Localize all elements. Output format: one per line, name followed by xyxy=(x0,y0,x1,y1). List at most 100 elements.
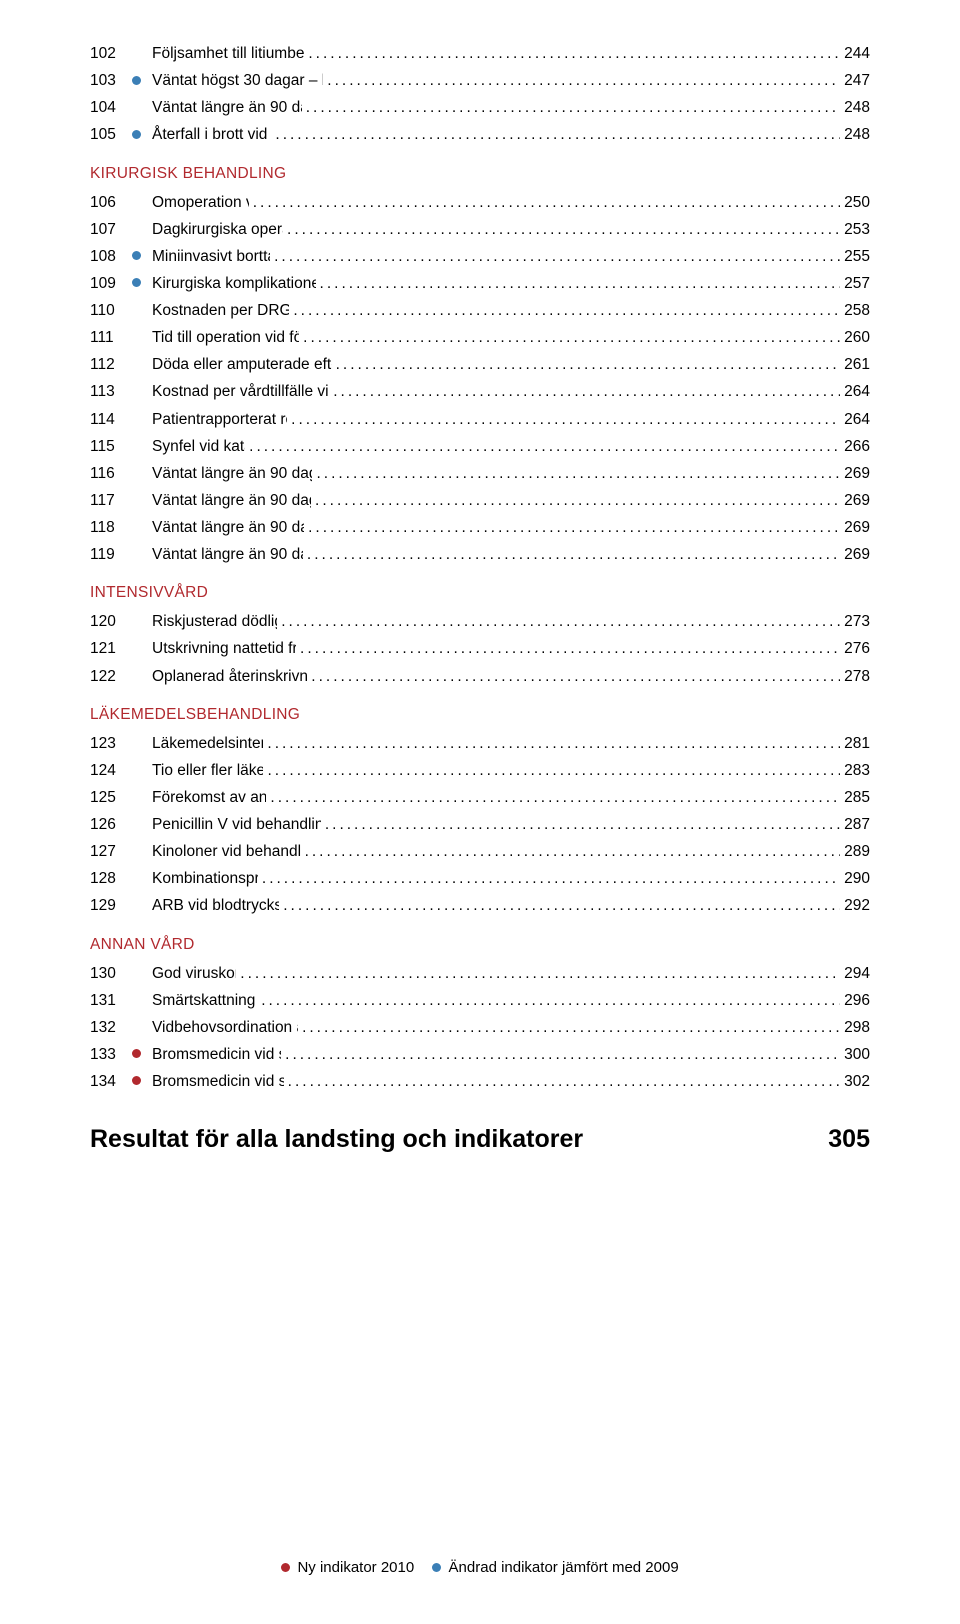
section-header: LÄKEMEDELSBEHANDLING xyxy=(90,706,870,724)
toc-row: 125Förekomst av antibiotikabehandling285 xyxy=(90,784,870,811)
toc-number: 108 xyxy=(90,243,132,270)
toc-bullet xyxy=(132,67,152,94)
toc-leader-dots xyxy=(281,1041,840,1068)
toc-page: 261 xyxy=(840,351,870,378)
toc-leader-dots xyxy=(312,460,840,487)
toc-number: 103 xyxy=(90,67,132,94)
toc-bullet xyxy=(132,270,152,297)
toc-title: Döda eller amputerade efter operation av… xyxy=(152,351,332,378)
table-of-contents: 102 Följsamhet till litiumbehandling vid … xyxy=(90,40,870,1095)
toc-number: 124 xyxy=(90,757,132,784)
toc-row: 114Patientrapporterat resultat av septum… xyxy=(90,406,870,433)
toc-row: 127Kinoloner vid behandling med urinvägs… xyxy=(90,838,870,865)
toc-number: 120 xyxy=(90,608,132,635)
toc-page: 289 xyxy=(840,838,870,865)
toc-page: 283 xyxy=(840,757,870,784)
toc-page: 248 xyxy=(840,121,870,148)
toc-page: 292 xyxy=(840,892,870,919)
toc-page: 273 xyxy=(840,608,870,635)
toc-title: Väntat längre än 90 dagar – operation av… xyxy=(152,541,303,568)
toc-leader-dots xyxy=(258,865,840,892)
toc-page: 248 xyxy=(840,94,870,121)
toc-page: 269 xyxy=(840,514,870,541)
toc-title: Kinoloner vid behandling med urinvägsant… xyxy=(152,838,301,865)
toc-number: 126 xyxy=(90,811,132,838)
toc-title: God viruskontroll vid HIV xyxy=(152,960,236,987)
toc-number: 106 xyxy=(90,189,132,216)
toc-title: Kirurgiska komplikationer efter borttaga… xyxy=(152,270,316,297)
toc-number: 123 xyxy=(90,730,132,757)
toc-page: 264 xyxy=(840,378,870,405)
toc-number: 113 xyxy=(90,378,132,405)
toc-title: Bromsmedicin vid sekundärprogressiv MS xyxy=(152,1068,284,1095)
toc-number: 131 xyxy=(90,987,132,1014)
toc-row: 117Väntat längre än 90 dagar – operation… xyxy=(90,487,870,514)
toc-leader-dots xyxy=(266,784,840,811)
toc-leader-dots xyxy=(304,40,840,67)
toc-row: 108 Miniinvasivt borttagande av gallblåsa… xyxy=(90,243,870,270)
toc-row: 116Väntat längre än 90 dagar – besök ino… xyxy=(90,460,870,487)
toc-number: 132 xyxy=(90,1014,132,1041)
toc-page: 269 xyxy=(840,487,870,514)
legend-changed-label: Ändrad indikator jämfört med 2009 xyxy=(449,1559,679,1576)
toc-title: Oplanerad återinskrivning till intensivv… xyxy=(152,663,307,690)
toc-title: Bromsmedicin vid skovvis förlöpande MS xyxy=(152,1041,281,1068)
toc-leader-dots xyxy=(257,987,840,1014)
bullet-changed-icon xyxy=(132,251,141,260)
toc-title: Miniinvasivt borttagande av gallblåsa xyxy=(152,243,270,270)
toc-row: 111Tid till operation vid förträngning a… xyxy=(90,324,870,351)
toc-leader-dots xyxy=(316,270,841,297)
toc-leader-dots xyxy=(236,960,840,987)
toc-title: ARB vid blodtryckssänkande behandling xyxy=(152,892,279,919)
toc-leader-dots xyxy=(299,324,840,351)
toc-row: 132Vidbehovsordination av opiater i live… xyxy=(90,1014,870,1041)
toc-row: 122Oplanerad återinskrivning till intens… xyxy=(90,663,870,690)
toc-row: 131Smärtskattning i livets slutskede296 xyxy=(90,987,870,1014)
toc-title: Läkemedelsinteraktion bland äldre xyxy=(152,730,263,757)
toc-number: 102 xyxy=(90,40,132,67)
toc-number: 112 xyxy=(90,351,132,378)
toc-title: Väntat längre än 90 dagar – besök vuxenp… xyxy=(152,94,302,121)
toc-leader-dots xyxy=(302,94,840,121)
toc-title: Penicillin V vid behandling av barn med … xyxy=(152,811,321,838)
toc-page: 244 xyxy=(840,40,870,67)
toc-page: 258 xyxy=(840,297,870,324)
toc-leader-dots xyxy=(298,1014,840,1041)
toc-row: 107Dagkirurgiska operationer vid ljumskb… xyxy=(90,216,870,243)
toc-row: 105Återfall i brott vid rättspsykiatrisk… xyxy=(90,121,870,148)
toc-page: 300 xyxy=(840,1041,870,1068)
bullet-changed-icon xyxy=(432,1563,441,1572)
toc-row: 121Utskrivning nattetid från intensivvår… xyxy=(90,635,870,662)
toc-number: 110 xyxy=(90,297,132,324)
toc-page: 266 xyxy=(840,433,870,460)
section-header: ANNAN VÅRD xyxy=(90,936,870,954)
toc-page: 264 xyxy=(840,406,870,433)
toc-row: 128Kombinationspreparat vid astma290 xyxy=(90,865,870,892)
toc-row: 103 Väntat högst 30 dagar – besök barn- o… xyxy=(90,67,870,94)
toc-leader-dots xyxy=(279,892,840,919)
toc-title: Riskjusterad dödlighet efter vård på IVA xyxy=(152,608,277,635)
toc-title: Omoperation vid ljumskbråck xyxy=(152,189,249,216)
toc-row: 129 ARB vid blodtryckssänkande behandling… xyxy=(90,892,870,919)
toc-leader-dots xyxy=(277,608,840,635)
toc-title: Väntat längre än 90 dagar – besök inom a… xyxy=(152,460,312,487)
toc-title: Väntat högst 30 dagar – besök barn- och … xyxy=(152,67,323,94)
toc-title: Följsamhet till litiumbehandling vid bip… xyxy=(152,40,304,67)
toc-page: 255 xyxy=(840,243,870,270)
toc-title: Kostnad per vårdtillfälle vid operation … xyxy=(152,378,329,405)
toc-title: Tio eller fler läkemedel bland äldre xyxy=(152,757,263,784)
section-header: INTENSIVVÅRD xyxy=(90,584,870,602)
toc-number: 129 xyxy=(90,892,132,919)
toc-title: Väntat längre än 90 dagar – operation av… xyxy=(152,514,304,541)
bullet-changed-icon xyxy=(132,278,141,287)
bullet-new-icon xyxy=(132,1076,141,1085)
toc-row: 109Kirurgiska komplikationer efter bortt… xyxy=(90,270,870,297)
toc-number: 107 xyxy=(90,216,132,243)
result-heading-page: 305 xyxy=(828,1125,870,1154)
toc-page: 296 xyxy=(840,987,870,1014)
toc-number: 118 xyxy=(90,514,132,541)
toc-row: 113 Kostnad per vårdtillfälle vid operati… xyxy=(90,378,870,405)
toc-leader-dots xyxy=(321,811,840,838)
toc-number: 115 xyxy=(90,433,132,460)
legend-new-label: Ny indikator 2010 xyxy=(297,1559,414,1576)
